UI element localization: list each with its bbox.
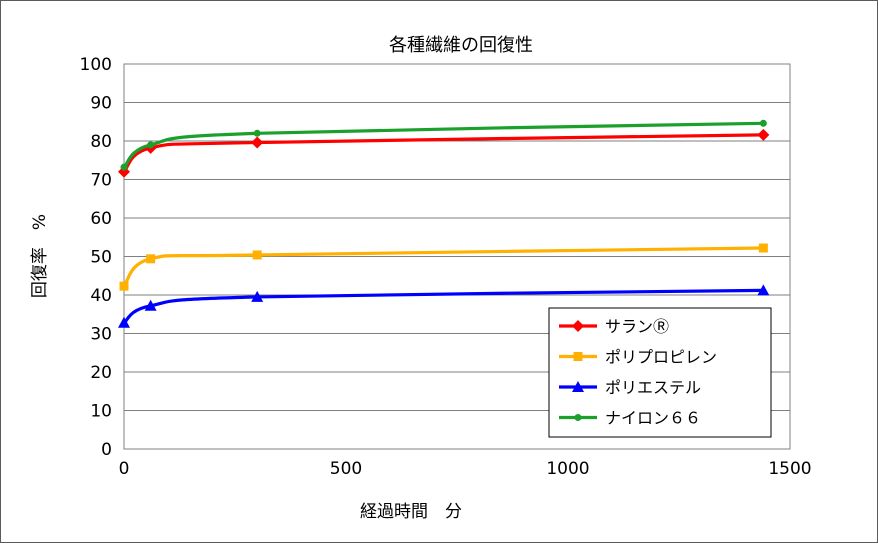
chart-title: 各種繊維の回復性 xyxy=(389,35,533,56)
x-tick-label: 0 xyxy=(119,459,130,479)
y-axis-label: 回復率 % xyxy=(30,214,50,298)
legend-item: ポリプロピレン xyxy=(559,348,717,367)
data-point xyxy=(253,129,261,137)
legend-label: ナイロン６６ xyxy=(605,409,701,428)
y-axis-tick-labels: 0 10 20 30 40 50 60 70 80 90 100 xyxy=(80,55,112,460)
data-point xyxy=(757,128,770,141)
series-1 xyxy=(119,243,768,291)
legend-item: ポリエステル xyxy=(559,378,701,397)
data-point xyxy=(120,163,128,171)
y-tick-label: 70 xyxy=(90,171,112,191)
data-point xyxy=(144,299,157,311)
plot-area-border xyxy=(123,63,791,450)
y-tick-label: 90 xyxy=(90,94,112,114)
y-tick-label: 100 xyxy=(80,55,112,75)
data-point xyxy=(252,250,262,260)
data-point xyxy=(146,254,156,264)
series-3 xyxy=(120,119,767,171)
y-tick-label: 10 xyxy=(90,402,112,422)
data-point xyxy=(757,284,770,296)
data-point xyxy=(147,141,155,149)
series-group xyxy=(118,119,770,328)
x-tick-label: 1000 xyxy=(546,459,589,479)
data-point xyxy=(574,414,582,421)
x-tick-label: 500 xyxy=(330,459,362,479)
y-tick-label: 80 xyxy=(90,132,112,152)
y-tick-label: 0 xyxy=(101,440,112,460)
data-point xyxy=(572,381,584,392)
y-tick-label: 40 xyxy=(90,286,112,306)
data-point xyxy=(118,316,130,328)
data-point xyxy=(572,320,584,332)
data-point xyxy=(251,136,264,149)
x-tick-label: 1500 xyxy=(768,459,811,479)
y-tick-label: 30 xyxy=(90,325,112,345)
data-point xyxy=(759,119,767,127)
x-axis-label: 経過時間 分 xyxy=(360,502,462,522)
y-tick-label: 50 xyxy=(90,248,112,268)
legend-label: サランⓇ xyxy=(605,317,669,336)
series-line xyxy=(122,133,765,174)
series-2 xyxy=(118,284,770,328)
legend-box xyxy=(548,307,772,438)
legend-label: ポリエステル xyxy=(605,378,701,397)
y-tick-label: 60 xyxy=(90,209,112,229)
data-point xyxy=(119,281,129,291)
y-tick-label: 20 xyxy=(90,363,112,383)
series-line xyxy=(122,121,765,169)
legend-label: ポリプロピレン xyxy=(605,348,717,367)
data-point xyxy=(573,352,583,361)
x-axis-tick-labels: 0 500 1000 1500 xyxy=(119,459,812,479)
legend-item: ナイロン６６ xyxy=(559,409,701,428)
series-line xyxy=(122,246,765,288)
data-point xyxy=(251,290,264,302)
data-point xyxy=(758,243,768,253)
legend-item: サランⓇ xyxy=(559,317,669,336)
